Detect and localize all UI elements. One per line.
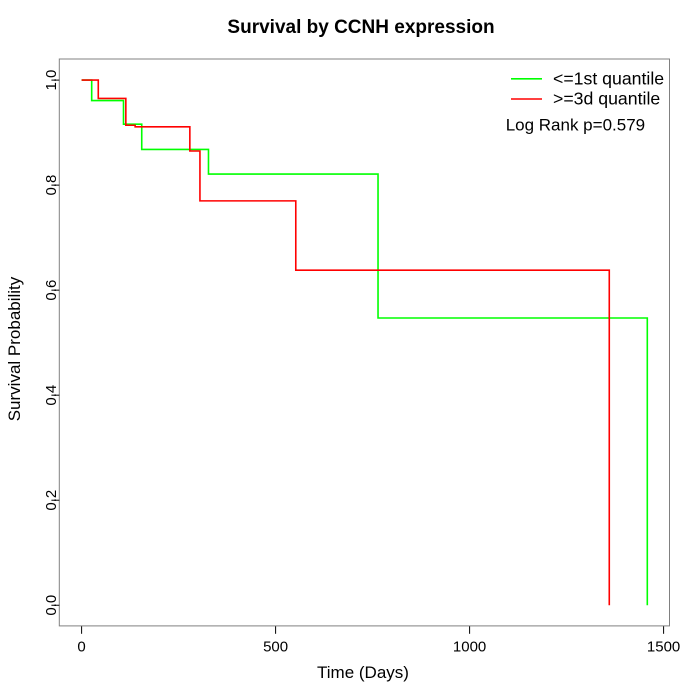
svg-text:0.2: 0.2 — [43, 490, 60, 511]
svg-text:0: 0 — [77, 639, 85, 656]
svg-text:0.8: 0.8 — [43, 175, 60, 196]
svg-text:500: 500 — [263, 639, 288, 656]
svg-text:1.0: 1.0 — [43, 70, 60, 91]
svg-text:1500: 1500 — [647, 639, 680, 656]
svg-text:0.4: 0.4 — [43, 385, 60, 406]
svg-text:>=3d quantile: >=3d quantile — [553, 89, 660, 109]
svg-text:0.6: 0.6 — [43, 280, 60, 301]
svg-text:Survival Probability: Survival Probability — [5, 276, 24, 421]
svg-text:1000: 1000 — [453, 639, 486, 656]
svg-text:Log Rank p=0.579: Log Rank p=0.579 — [506, 116, 645, 135]
svg-text:0.0: 0.0 — [43, 595, 60, 616]
svg-text:<=1st quantile: <=1st quantile — [553, 69, 664, 89]
